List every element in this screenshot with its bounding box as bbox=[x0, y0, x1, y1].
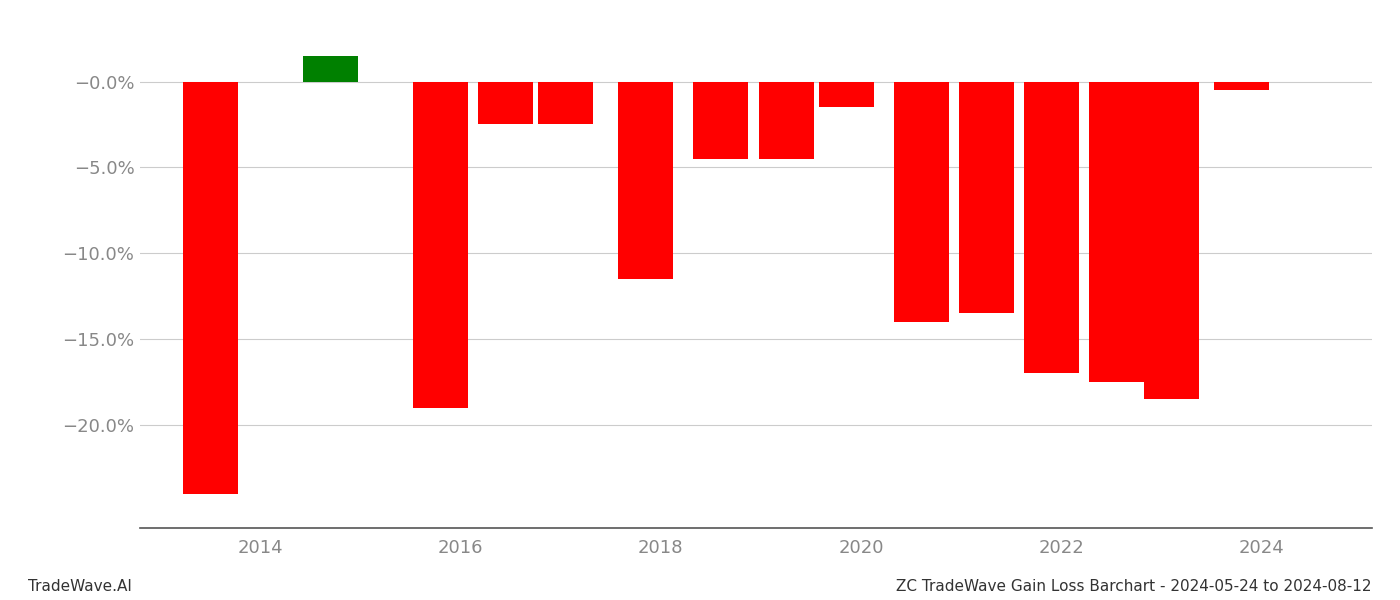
Text: ZC TradeWave Gain Loss Barchart - 2024-05-24 to 2024-08-12: ZC TradeWave Gain Loss Barchart - 2024-0… bbox=[896, 579, 1372, 594]
Bar bbox=[819, 82, 874, 107]
Bar bbox=[1214, 82, 1270, 90]
Bar bbox=[959, 82, 1014, 313]
Bar bbox=[693, 82, 749, 159]
Bar bbox=[1089, 82, 1144, 382]
Bar bbox=[413, 82, 468, 408]
Text: TradeWave.AI: TradeWave.AI bbox=[28, 579, 132, 594]
Bar bbox=[182, 82, 238, 494]
Bar bbox=[759, 82, 813, 159]
Bar bbox=[1144, 82, 1200, 399]
Bar bbox=[893, 82, 949, 322]
Bar bbox=[619, 82, 673, 279]
Bar bbox=[477, 82, 533, 124]
Bar bbox=[1023, 82, 1079, 373]
Bar bbox=[302, 56, 358, 82]
Bar bbox=[538, 82, 594, 124]
